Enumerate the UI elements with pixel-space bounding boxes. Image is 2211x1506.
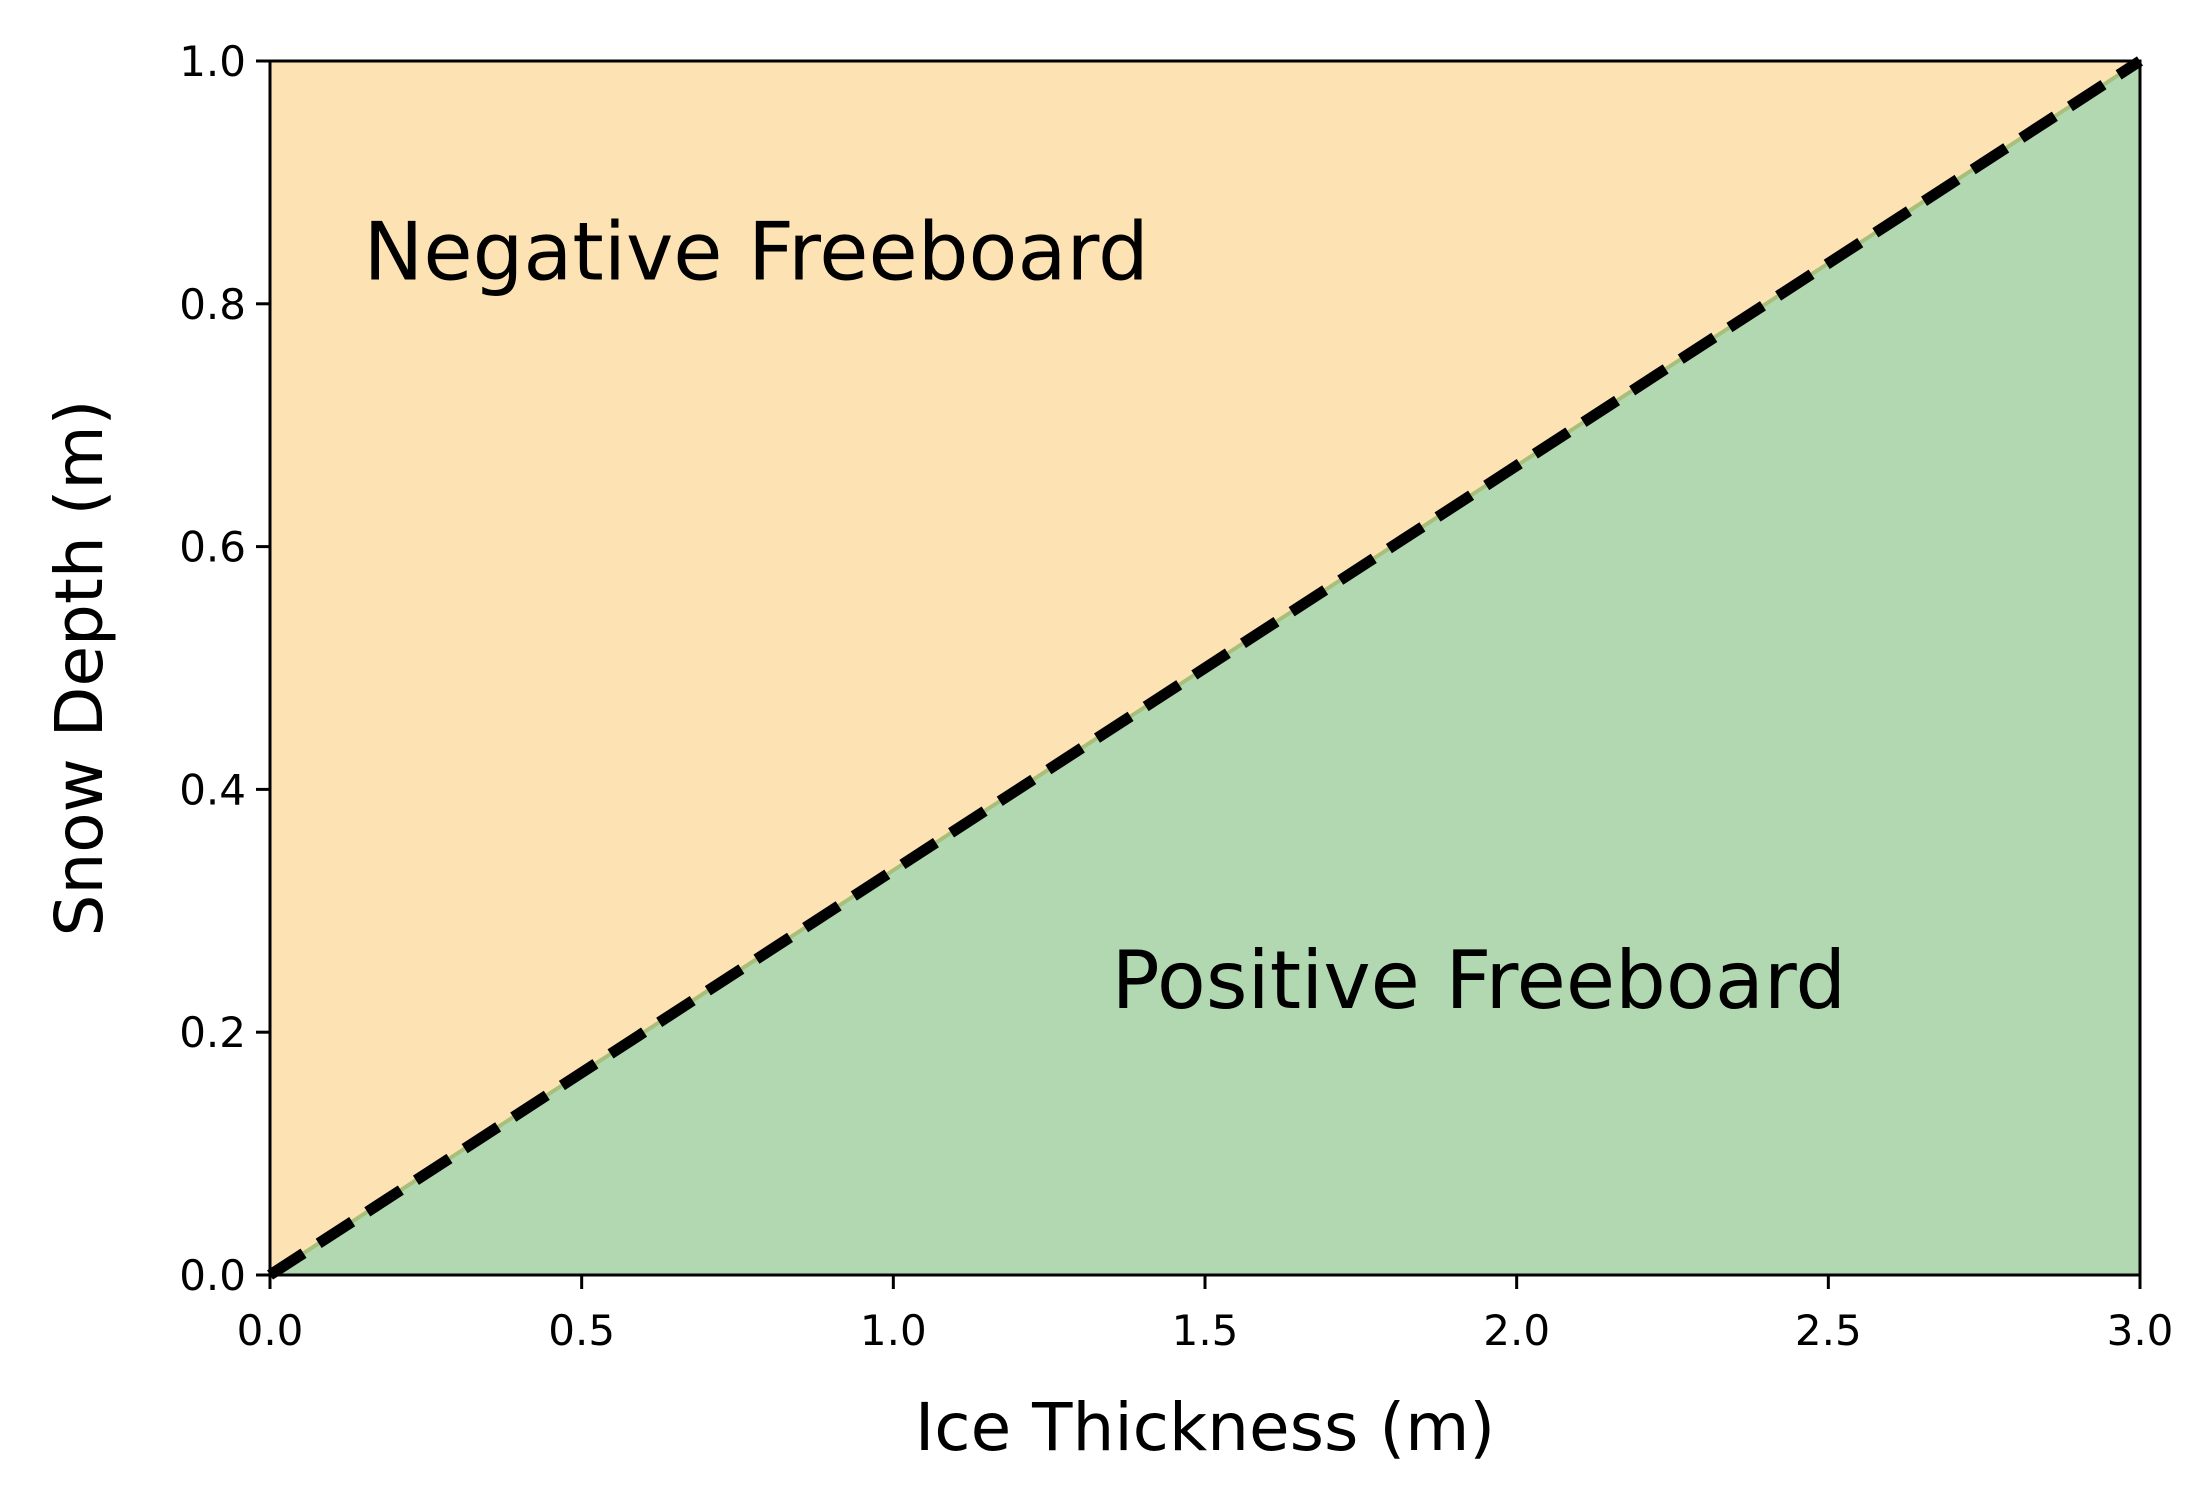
y-tick-label: 0.6 (179, 523, 246, 572)
x-tick-label: 1.5 (1172, 1306, 1239, 1355)
ticks-layer: 0.0 0.5 1.0 1.5 2.0 2.5 3.0 0.0 0.2 0.4 0.6 0.8 1.0 (179, 37, 2173, 1355)
x-tick-label: 0.0 (237, 1306, 304, 1355)
y-tick-label: 0.4 (179, 765, 246, 814)
y-tick-label: 0.0 (179, 1251, 246, 1300)
x-axis-label: Ice Thickness (m) (915, 1389, 1495, 1466)
boundary-line-layer (267, 56, 2143, 1280)
region-label-negative: Negative Freeboard (364, 206, 1149, 299)
x-tick-label: 0.5 (548, 1306, 615, 1355)
y-axis-label: Snow Depth (m) (41, 400, 118, 937)
x-tick-label: 2.0 (1483, 1306, 1550, 1355)
x-tick-label: 2.5 (1795, 1306, 1862, 1355)
region-label-positive: Positive Freeboard (1112, 934, 1847, 1027)
x-tick-label: 1.0 (860, 1306, 927, 1355)
y-tick-label: 0.2 (179, 1008, 246, 1057)
y-tick-label: 1.0 (179, 37, 246, 86)
region-labels-layer: Negative Freeboard Positive Freeboard (364, 206, 1847, 1027)
x-tick-label: 3.0 (2107, 1306, 2174, 1355)
y-tick-label: 0.8 (179, 280, 246, 329)
boundary-dashed-line (267, 56, 2143, 1280)
